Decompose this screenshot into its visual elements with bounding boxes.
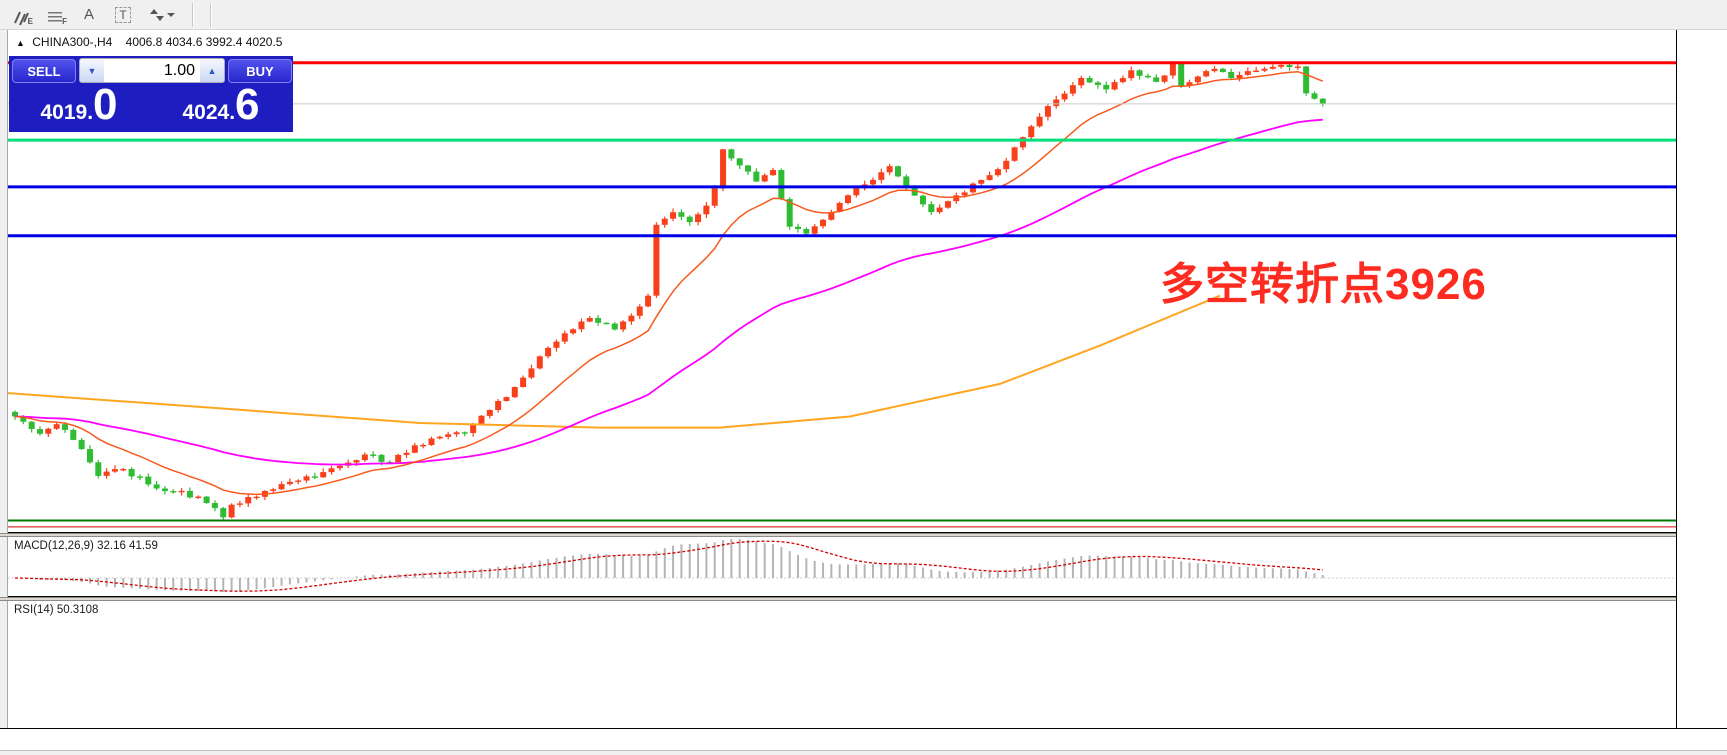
buy-button[interactable]: BUY <box>228 59 292 83</box>
volume-input[interactable]: 1.00 <box>163 62 195 79</box>
ohlc-values: 4006.8 4034.6 3992.4 4020.5 <box>125 35 283 49</box>
macd-label: MACD(12,26,9) 32.16 41.59 <box>14 540 158 552</box>
price-axis[interactable] <box>1676 30 1727 728</box>
window-bottom-edge <box>0 750 1727 755</box>
indicators-icon-sub: E <box>27 16 33 26</box>
chart-annotation-text: 多空转折点3926 <box>1160 260 1487 309</box>
time-axis[interactable] <box>0 728 1727 750</box>
volume-decrease-button[interactable]: ▼ <box>80 59 104 82</box>
volume-stepper: ▼ 1.00 ▲ <box>79 58 225 83</box>
toolbar-separator <box>192 2 194 27</box>
sell-price[interactable]: 4019. 0 <box>40 80 118 129</box>
price-axis-rsi <box>1677 601 1727 728</box>
symbol-name: CHINA300-,H4 <box>32 35 113 49</box>
toolbar: E F A T <box>0 0 1727 30</box>
toolbar-separator-2 <box>210 2 212 27</box>
grid-icon[interactable]: F <box>42 3 68 27</box>
price-axis-main <box>1677 32 1727 533</box>
text-label-icon[interactable]: A <box>83 6 94 23</box>
pane-border <box>8 596 1676 597</box>
pane-splitter[interactable] <box>0 597 1727 601</box>
sell-button[interactable]: SELL <box>12 59 76 83</box>
indicators-icon[interactable]: E <box>8 3 34 27</box>
volume-increase-button[interactable]: ▲ <box>200 59 224 82</box>
grid-icon-sub: F <box>62 16 67 26</box>
buy-price[interactable]: 4024. 6 <box>182 80 260 129</box>
rsi-label: RSI(14) 50.3108 <box>14 604 99 616</box>
window-left-edge <box>0 30 8 754</box>
price-axis-macd <box>1677 537 1727 597</box>
symbol-header: ▲ CHINA300-,H4 4006.8 4034.6 3992.4 4020… <box>16 35 282 49</box>
text-box-icon[interactable]: T <box>110 3 136 27</box>
one-click-trade-panel: SELL ▼ 1.00 ▲ BUY 4019. 0 4024. 6 <box>10 57 292 131</box>
arrange-icon[interactable] <box>144 3 184 27</box>
symbol-triangle-icon: ▲ <box>16 38 25 48</box>
pane-border <box>8 532 1676 533</box>
pane-splitter[interactable] <box>0 533 1727 537</box>
macd-chart[interactable] <box>8 537 1676 597</box>
chart-window: ▲ CHINA300-,H4 4006.8 4034.6 3992.4 4020… <box>0 30 1727 755</box>
